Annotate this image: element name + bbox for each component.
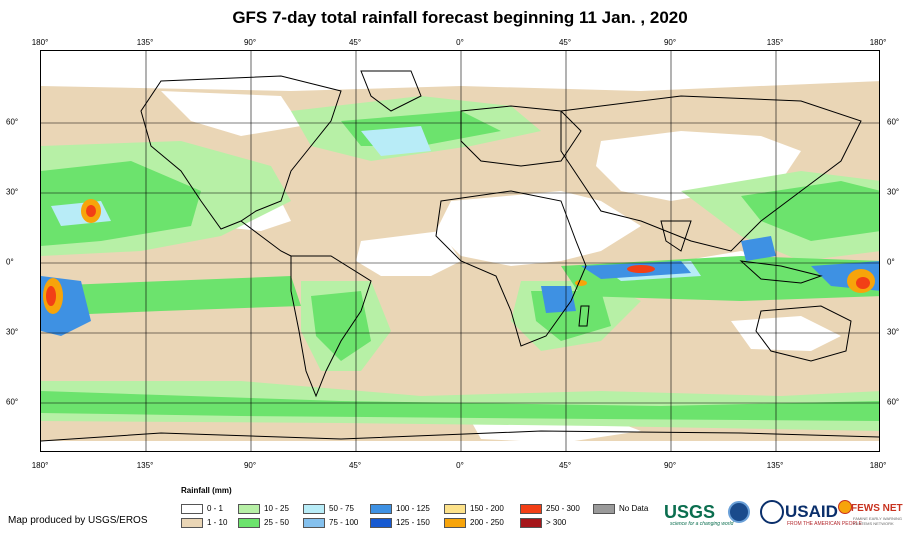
rain-100-150-band <box>41 236 879 336</box>
lon-tick-bottom: 90° <box>243 461 257 470</box>
legend-swatch <box>303 503 325 514</box>
lon-tick-bottom: 45° <box>558 461 572 470</box>
legend-label: 150 - 200 <box>470 504 504 513</box>
lon-tick-top: 135° <box>136 38 154 47</box>
legend-item: 1 - 10 <box>181 517 227 528</box>
usaid-seal-icon <box>760 500 784 524</box>
legend-swatch <box>593 503 615 514</box>
fews-net-tagline: FAMINE EARLY WARNING SYSTEMS NETWORK <box>853 516 903 526</box>
legend-label: 10 - 25 <box>264 504 289 513</box>
lat-tick-right: 60° <box>887 397 900 407</box>
legend-label: 200 - 250 <box>470 518 504 527</box>
legend-swatch <box>520 517 542 528</box>
lat-tick-left: 30° <box>6 327 19 337</box>
legend-swatch <box>238 517 260 528</box>
lon-tick-top: 45° <box>348 38 362 47</box>
lon-tick-bottom: 45° <box>348 461 362 470</box>
legend-label: 125 - 150 <box>396 518 430 527</box>
lon-tick-bottom: 135° <box>136 461 154 470</box>
rainfall-map[interactable] <box>40 50 880 452</box>
fews-net-globe-icon <box>838 500 852 514</box>
lon-tick-bottom: 135° <box>766 461 784 470</box>
legend-item: 10 - 25 <box>238 503 289 514</box>
usgs-logo: USGS <box>664 502 716 522</box>
lat-tick-left: 0° <box>6 257 14 267</box>
lon-tick-top: 180° <box>31 38 49 47</box>
rainfall-map-svg <box>41 51 879 451</box>
legend-label: > 300 <box>546 518 567 527</box>
legend-swatch <box>370 503 392 514</box>
rain-heavy-spots <box>43 199 875 314</box>
legend-title: Rainfall (mm) <box>181 486 232 495</box>
legend-swatch <box>303 517 325 528</box>
legend-item: 200 - 250 <box>444 517 504 528</box>
legend-swatch <box>444 517 466 528</box>
legend-swatch <box>238 503 260 514</box>
lon-tick-top: 90° <box>663 38 677 47</box>
lon-tick-bottom: 180° <box>31 461 49 470</box>
legend-swatch <box>181 503 203 514</box>
legend-label: 250 - 300 <box>546 504 580 513</box>
legend-item: 0 - 1 <box>181 503 223 514</box>
lat-tick-left: 60° <box>6 117 19 127</box>
legend-label: No Data <box>619 504 649 513</box>
legend-item: 250 - 300 <box>520 503 580 514</box>
legend-swatch <box>370 517 392 528</box>
legend-swatch <box>520 503 542 514</box>
map-credit: Map produced by USGS/EROS <box>8 515 148 526</box>
usaid-logo: USAID <box>785 502 838 521</box>
usgs-tagline: science for a changing world <box>670 521 734 527</box>
lon-tick-top: 45° <box>558 38 572 47</box>
legend-label: 1 - 10 <box>207 518 228 527</box>
graticule <box>41 51 879 451</box>
map-title: GFS 7-day total rainfall forecast beginn… <box>232 8 688 27</box>
lat-tick-right: 30° <box>887 327 900 337</box>
lon-tick-top: 90° <box>243 38 257 47</box>
lat-tick-right: 0° <box>887 257 895 267</box>
coastlines <box>41 70 879 442</box>
noaa-seal-icon <box>728 501 750 523</box>
legend-item: No Data <box>593 503 648 514</box>
legend-swatch <box>181 517 203 528</box>
legend-item: 50 - 75 <box>303 503 354 514</box>
legend-item: 100 - 125 <box>370 503 430 514</box>
lat-tick-left: 30° <box>6 187 19 197</box>
legend-item: 150 - 200 <box>444 503 504 514</box>
legend-label: 75 - 100 <box>329 518 359 527</box>
usaid-tagline: FROM THE AMERICAN PEOPLE <box>787 521 862 527</box>
legend-label: 50 - 75 <box>329 504 354 513</box>
legend-label: 25 - 50 <box>264 518 289 527</box>
legend-item: 125 - 150 <box>370 517 430 528</box>
legend-label: 100 - 125 <box>396 504 430 513</box>
lon-tick-top: 0° <box>456 38 464 47</box>
lat-tick-left: 60° <box>6 397 19 407</box>
fews-net-logo: FEWS NET <box>851 503 903 514</box>
lat-tick-right: 30° <box>887 187 900 197</box>
lon-tick-bottom: 0° <box>456 461 464 470</box>
lon-tick-bottom: 90° <box>663 461 677 470</box>
legend-label: 0 - 1 <box>207 504 224 513</box>
lon-tick-bottom: 180° <box>869 461 887 470</box>
legend-item: 75 - 100 <box>303 517 358 528</box>
lon-tick-top: 180° <box>869 38 887 47</box>
lat-tick-right: 60° <box>887 117 900 127</box>
lon-tick-top: 135° <box>766 38 784 47</box>
legend-item: > 300 <box>520 517 566 528</box>
legend-swatch <box>444 503 466 514</box>
legend-item: 25 - 50 <box>238 517 289 528</box>
